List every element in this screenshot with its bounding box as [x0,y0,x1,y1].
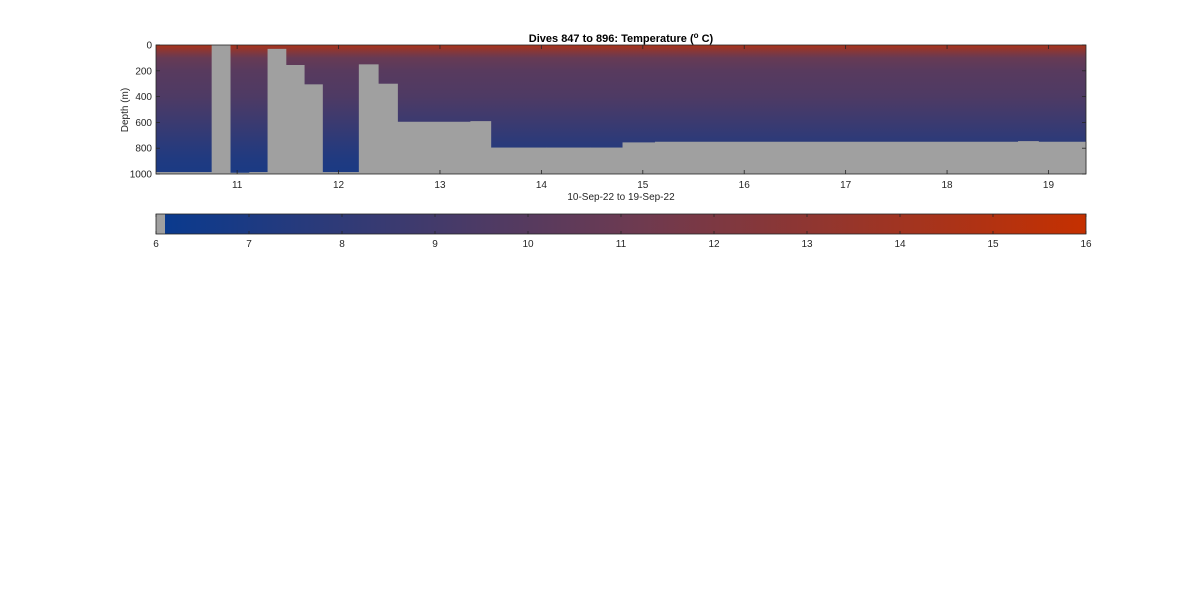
colorbar-tick-label: 9 [432,239,438,250]
x-axis: 11 12 13 14 15 16 17 18 19 [232,45,1055,191]
y-tick-label: 800 [135,144,152,155]
no-data-region [322,172,360,174]
chart-title-main: Dives 847 to 896: Temperature ( [529,33,694,45]
no-data-region [304,84,323,174]
x-tick-label: 18 [941,180,953,191]
no-data-region [1038,141,1087,174]
chart-title: Dives 847 to 896: Temperature (o C) [529,31,714,45]
colorbar-tick-label: 6 [153,239,159,250]
no-data-region [378,83,398,174]
no-data-region [397,121,471,174]
no-data-region [546,147,591,174]
colorbar-tick-label: 13 [801,239,813,250]
colorbar-ticks: 6 7 8 9 10 11 12 13 14 15 16 [153,214,1092,250]
no-data-region [285,64,305,174]
x-tick-label: 15 [637,180,649,191]
y-tick-label: 0 [146,41,152,52]
no-data-region [156,172,213,174]
colorbar-tick-label: 11 [616,239,627,250]
colorbar-tick-label: 16 [1080,239,1092,250]
x-tick-label: 14 [536,180,548,191]
chart-title-superscript: o [694,31,699,40]
colorbar-tick-label: 12 [708,239,720,250]
no-data-region [590,147,624,174]
colorbar-tick-label: 10 [522,239,534,250]
y-tick-label: 200 [135,66,152,77]
no-data-region [654,141,1019,174]
no-data-region [267,48,287,175]
colorbar-no-data-swatch [156,214,165,234]
plot-frame [155,44,1087,175]
colorbar-ramp [165,214,1086,234]
y-axis-label: Depth (m) [120,88,131,132]
no-data-region [358,64,379,174]
chart-title-end: C) [699,33,714,45]
y-tick-label: 1000 [130,170,153,181]
no-data-region [622,142,656,174]
x-tick-label: 19 [1043,180,1055,191]
y-tick-label: 600 [135,118,152,129]
x-tick-label: 16 [739,180,751,191]
no-data-region [249,172,269,174]
x-tick-label: 17 [840,180,852,191]
no-data-column [211,45,231,174]
y-tick-label: 400 [135,92,152,103]
no-data-region [230,172,250,174]
x-tick-label: 13 [434,180,446,191]
y-axis: 0 200 400 600 800 1000 [130,41,1086,181]
x-axis-label: 10-Sep-22 to 19-Sep-22 [567,192,675,203]
no-data-region [1018,141,1039,174]
colorbar-tick-label: 14 [894,239,906,250]
no-data-layer [156,45,1087,175]
no-data-region [470,121,492,174]
x-tick-label: 11 [232,180,243,191]
colorbar-tick-label: 7 [246,239,252,250]
colorbar-tick-label: 8 [339,239,345,250]
no-data-region [490,147,547,174]
colorbar-tick-label: 15 [987,239,999,250]
heatmap-plot [155,44,1087,175]
x-tick-label: 12 [333,180,345,191]
colorbar: 6 7 8 9 10 11 12 13 14 15 16 [153,213,1092,250]
